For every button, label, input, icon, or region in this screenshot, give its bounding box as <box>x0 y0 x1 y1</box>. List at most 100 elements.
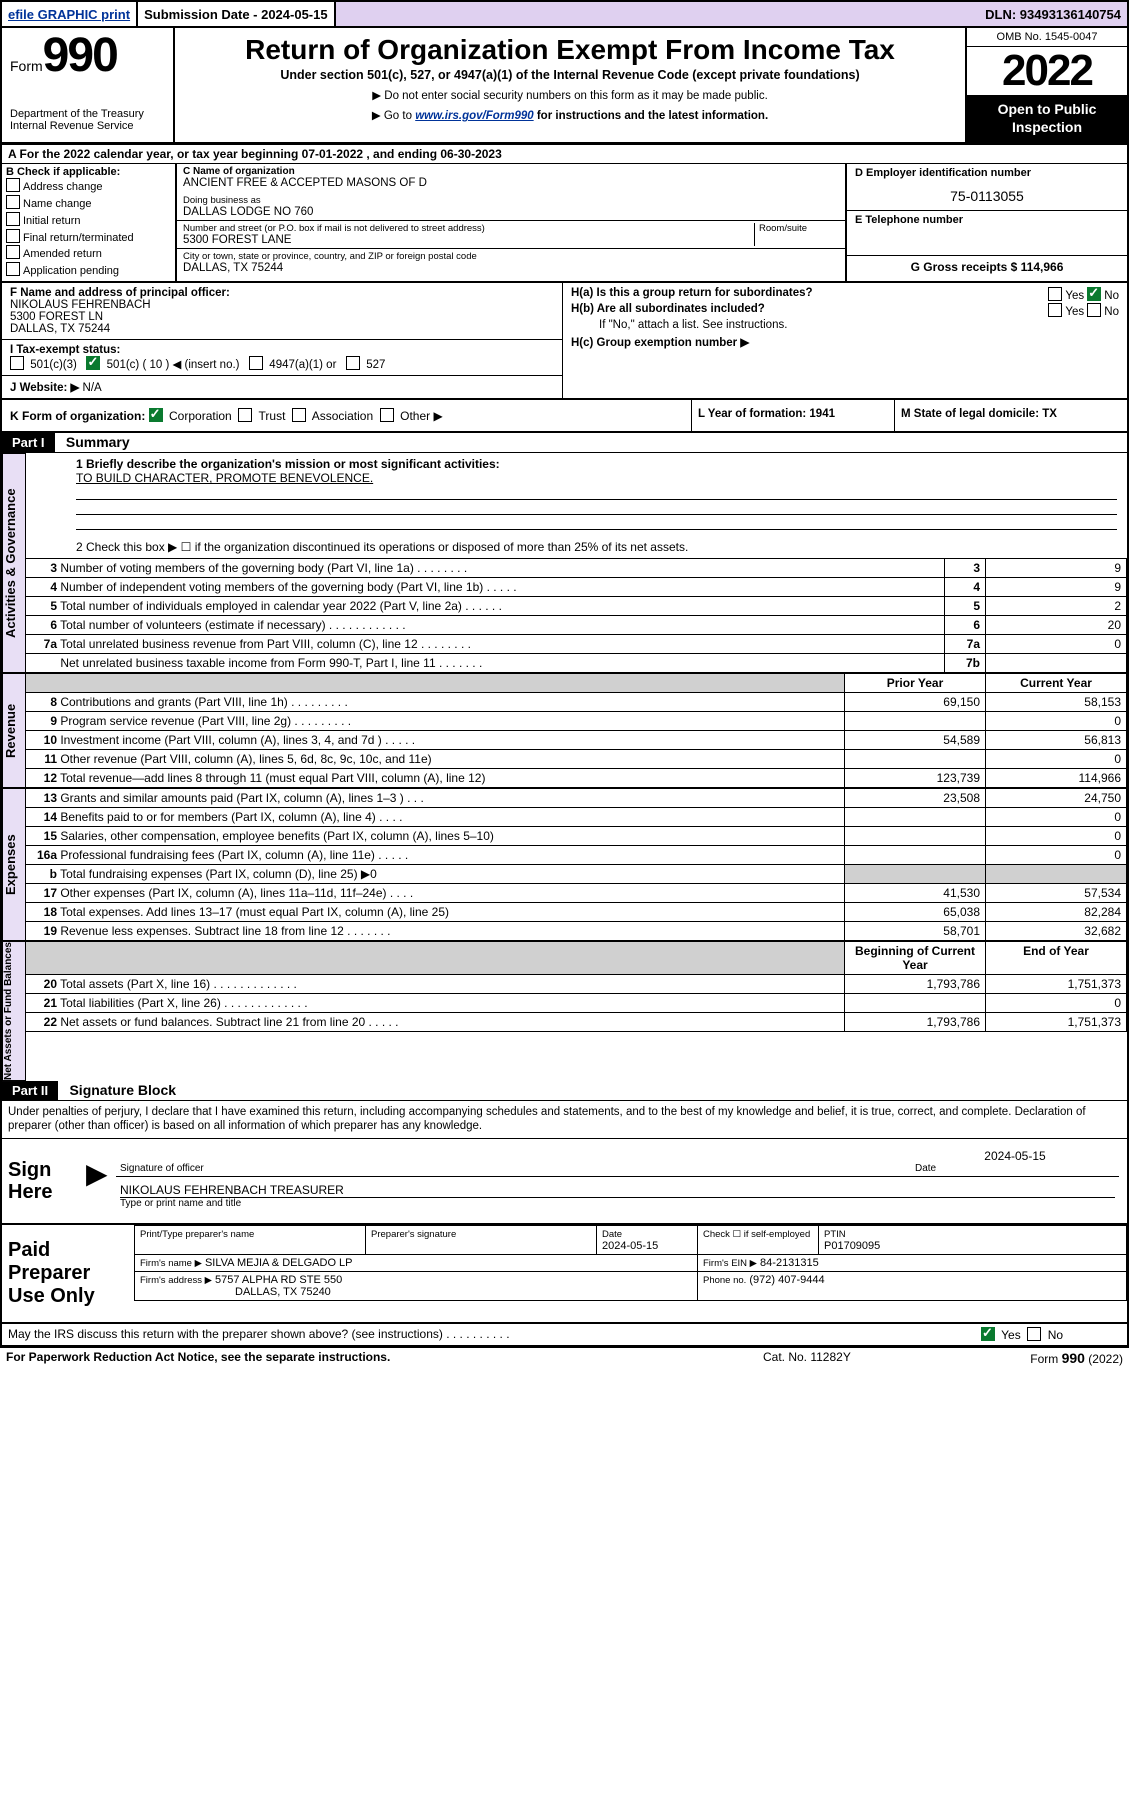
l-year-formation: L Year of formation: 1941 <box>691 400 894 431</box>
sign-here-row: Sign Here ▶ Signature of officer 2024-05… <box>2 1139 1127 1225</box>
declaration-text: Under penalties of perjury, I declare th… <box>2 1101 1127 1139</box>
form-header: Form990 Department of the Treasury Inter… <box>2 28 1127 145</box>
sig-date: 2024-05-15 Date <box>911 1147 1119 1176</box>
org-name-box: C Name of organization ANCIENT FREE & AC… <box>177 164 845 221</box>
sig-officer[interactable]: Signature of officer <box>116 1147 911 1176</box>
officer-city: DALLAS, TX 75244 <box>10 323 110 335</box>
form-subtitle-2b: ▶ Go to www.irs.gov/Form990 for instruct… <box>185 108 955 122</box>
gov-table: 3 Number of voting members of the govern… <box>26 558 1127 673</box>
d-label: D Employer identification number <box>847 164 1127 182</box>
street-box: Number and street (or P.O. box if mail i… <box>177 221 845 249</box>
sign-fields: Signature of officer 2024-05-15 Date NIK… <box>108 1139 1127 1223</box>
chk-amended-return[interactable]: Amended return <box>6 245 171 262</box>
form-title: Return of Organization Exempt From Incom… <box>185 34 955 66</box>
table-row: 22 Net assets or fund balances. Subtract… <box>26 1013 1127 1032</box>
table-row: 15 Salaries, other compensation, employe… <box>26 827 1127 846</box>
chk-501c-checked <box>86 356 100 370</box>
right-h: H(a) Is this a group return for subordin… <box>563 283 1127 398</box>
irs-link[interactable]: www.irs.gov/Form990 <box>415 110 533 122</box>
preparer-row: Paid Preparer Use Only Print/Type prepar… <box>2 1225 1127 1323</box>
rev-table: Prior YearCurrent Year 8 Contributions a… <box>26 673 1127 788</box>
ein-value: 75-0113055 <box>847 182 1127 211</box>
row-klm: K Form of organization: Corporation Trus… <box>2 400 1127 433</box>
top-bar: efile GRAPHIC print Submission Date - 20… <box>0 0 1129 28</box>
table-row: b Total fundraising expenses (Part IX, c… <box>26 865 1127 884</box>
e-label: E Telephone number <box>847 211 1127 229</box>
top-spacer <box>336 2 980 26</box>
table-row: 18 Total expenses. Add lines 13–17 (must… <box>26 903 1127 922</box>
form-number: 990 <box>43 29 117 82</box>
hdr-curr: Current Year <box>986 674 1127 693</box>
hb-note: If "No," attach a list. See instructions… <box>571 319 1119 331</box>
org-name: ANCIENT FREE & ACCEPTED MASONS OF D <box>183 177 839 189</box>
row-fhij: F Name and address of principal officer:… <box>2 283 1127 400</box>
b-label: B Check if applicable: <box>6 166 171 178</box>
goto-pre: ▶ Go to <box>372 110 415 122</box>
submission-date: Submission Date - 2024-05-15 <box>138 2 336 26</box>
officer-street: 5300 FOREST LN <box>10 311 103 323</box>
table-row: 17 Other expenses (Part IX, column (A), … <box>26 884 1127 903</box>
discuss-text: May the IRS discuss this return with the… <box>8 1327 981 1342</box>
efile-graphic-link[interactable]: efile GRAPHIC print <box>2 2 138 26</box>
tax-year: 2022 <box>967 47 1127 95</box>
chk-final-return[interactable]: Final return/terminated <box>6 229 171 246</box>
header-mid: Return of Organization Exempt From Incom… <box>175 28 965 142</box>
table-row: 14 Benefits paid to or for members (Part… <box>26 808 1127 827</box>
efile-link-text[interactable]: efile GRAPHIC print <box>8 7 130 22</box>
room-suite: Room/suite <box>754 223 839 246</box>
part2-bar: Part II <box>2 1081 58 1100</box>
vside-revenue: Revenue <box>2 673 26 788</box>
sign-here-label: Sign Here <box>2 1139 84 1223</box>
table-row: 6 Total number of volunteers (estimate i… <box>26 616 1127 635</box>
chk-name-change[interactable]: Name change <box>6 195 171 212</box>
table-row: 3 Number of voting members of the govern… <box>26 559 1127 578</box>
c-label: C Name of organization <box>183 166 839 177</box>
exp-table: 13 Grants and similar amounts paid (Part… <box>26 788 1127 941</box>
street-label: Number and street (or P.O. box if mail i… <box>183 223 754 234</box>
col-defg: D Employer identification number 75-0113… <box>845 164 1127 281</box>
header-right: OMB No. 1545-0047 2022 Open to Public In… <box>965 28 1127 142</box>
dba-label: Doing business as <box>183 195 839 206</box>
table-row: 11 Other revenue (Part VIII, column (A),… <box>26 750 1127 769</box>
f-officer: F Name and address of principal officer:… <box>2 283 562 340</box>
form-subtitle-2a: ▶ Do not enter social security numbers o… <box>185 88 955 102</box>
chk-application-pending[interactable]: Application pending <box>6 262 171 279</box>
city-label: City or town, state or province, country… <box>183 251 839 262</box>
gross-receipts: G Gross receipts $ 114,966 <box>847 256 1127 278</box>
table-row: 16a Professional fundraising fees (Part … <box>26 846 1127 865</box>
footer-form: Form 990 (2022) <box>963 1350 1123 1366</box>
table-row: 19 Revenue less expenses. Subtract line … <box>26 922 1127 941</box>
row-a-period: A For the 2022 calendar year, or tax yea… <box>2 145 1127 164</box>
phone-value <box>847 229 1127 256</box>
hc-row: H(c) Group exemption number ▶ <box>571 335 1119 349</box>
k-form-of-org: K Form of organization: Corporation Trus… <box>2 400 691 431</box>
table-row: Net unrelated business taxable income fr… <box>26 654 1127 673</box>
header-left: Form990 Department of the Treasury Inter… <box>2 28 175 142</box>
vside-netassets: Net Assets or Fund Balances <box>2 941 26 1081</box>
table-row: 20 Total assets (Part X, line 16) . . . … <box>26 975 1127 994</box>
discuss-row: May the IRS discuss this return with the… <box>2 1323 1127 1345</box>
na-table: Beginning of Current YearEnd of Year 20 … <box>26 941 1127 1032</box>
table-row: 13 Grants and similar amounts paid (Part… <box>26 789 1127 808</box>
footer: For Paperwork Reduction Act Notice, see … <box>0 1347 1129 1368</box>
open-to-public: Open to Public Inspection <box>967 95 1127 142</box>
dba-value: DALLAS LODGE NO 760 <box>183 206 839 218</box>
form-word: Form <box>10 58 43 74</box>
officer-name: NIKOLAUS FEHRENBACH <box>10 299 151 311</box>
table-row: 9 Program service revenue (Part VIII, li… <box>26 712 1127 731</box>
mission-block: 1 Briefly describe the organization's mi… <box>26 453 1127 532</box>
dept-treasury: Department of the Treasury Internal Reve… <box>10 108 165 132</box>
chk-address-change[interactable]: Address change <box>6 178 171 195</box>
table-row: 21 Total liabilities (Part X, line 26) .… <box>26 994 1127 1013</box>
block-bcdefg: B Check if applicable: Address change Na… <box>2 164 1127 283</box>
form-subtitle-1: Under section 501(c), 527, or 4947(a)(1)… <box>185 68 955 82</box>
summary-revenue: Revenue Prior YearCurrent Year 8 Contrib… <box>2 673 1127 788</box>
line1-label: 1 Briefly describe the organization's mi… <box>76 457 1117 471</box>
summary-governance: Activities & Governance 1 Briefly descri… <box>2 453 1127 673</box>
table-row: 7a Total unrelated business revenue from… <box>26 635 1127 654</box>
sig-name: NIKOLAUS FEHRENBACH TREASURER Type or pr… <box>116 1177 1119 1211</box>
summary-expenses: Expenses 13 Grants and similar amounts p… <box>2 788 1127 941</box>
hdr-end: End of Year <box>986 942 1127 975</box>
table-row: 12 Total revenue—add lines 8 through 11 … <box>26 769 1127 788</box>
chk-initial-return[interactable]: Initial return <box>6 212 171 229</box>
